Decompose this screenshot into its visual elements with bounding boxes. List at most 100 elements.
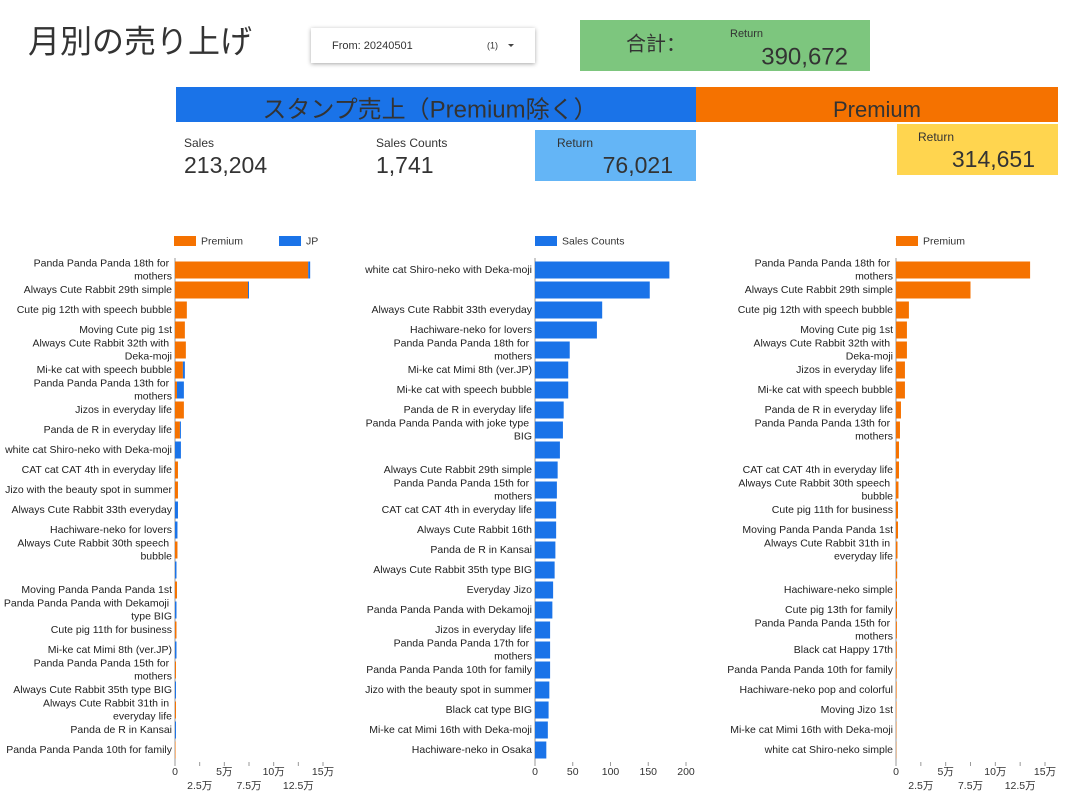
x-tick-label: 15万 bbox=[1034, 766, 1056, 778]
x-tick-label: 0 bbox=[532, 766, 538, 778]
bar bbox=[535, 561, 555, 579]
category-label: Panda Panda Panda 13th for mothers bbox=[755, 417, 893, 442]
category-label: Moving Panda Panda Panda 1st bbox=[742, 524, 893, 536]
bar bbox=[896, 461, 899, 479]
bar bbox=[535, 281, 650, 299]
category-label: Panda Panda Panda 18th for mothers bbox=[394, 337, 532, 362]
bar bbox=[535, 421, 563, 439]
x-tick-label: 50 bbox=[567, 766, 579, 778]
date-filter[interactable]: From: 20240501 (1) bbox=[311, 28, 535, 63]
bar bbox=[535, 461, 558, 479]
category-label: Always Cute Rabbit 35th type BIG bbox=[373, 564, 532, 576]
category-label: Always Cute Rabbit 16th bbox=[417, 524, 532, 536]
category-label: Panda de R in everyday life bbox=[44, 424, 173, 436]
bar bbox=[535, 721, 548, 739]
category-label: CAT cat CAT 4th in everyday life bbox=[22, 464, 173, 476]
category-label: Always Cute Rabbit 31th in everyday life bbox=[764, 537, 893, 562]
category-label: Jizo with the beauty spot in summer bbox=[5, 484, 172, 496]
kpi-value: 213,204 bbox=[184, 152, 267, 178]
bar bbox=[175, 461, 178, 479]
bar bbox=[175, 621, 177, 639]
x-tick-label: 7.5万 bbox=[236, 780, 261, 792]
category-label: Always Cute Rabbit 35th type BIG bbox=[13, 684, 172, 696]
bar bbox=[535, 681, 550, 699]
category-label: Always Cute Rabbit 30th speech bubble bbox=[738, 477, 893, 502]
category-label: Mi-ke cat Mimi 8th (ver.JP) bbox=[408, 364, 532, 376]
category-label: Panda Panda Panda 18th for mothers bbox=[755, 257, 893, 282]
x-tick-label: 0 bbox=[893, 766, 899, 778]
legend-label: Premium bbox=[201, 235, 243, 247]
bar bbox=[535, 341, 570, 359]
bar bbox=[535, 621, 551, 639]
bar bbox=[535, 601, 553, 619]
total-sublabel: Return bbox=[730, 28, 763, 40]
legend-label: Sales Counts bbox=[562, 235, 624, 247]
filter-box[interactable] bbox=[311, 28, 535, 63]
category-label: Mi-ke cat with speech bubble bbox=[758, 384, 894, 396]
legend-swatch bbox=[535, 236, 557, 246]
kpi-value: 1,741 bbox=[376, 152, 434, 178]
bar bbox=[896, 441, 899, 459]
kpi-label: Sales Counts bbox=[376, 136, 447, 150]
bar bbox=[175, 561, 177, 579]
category-label: CAT cat CAT 4th in everyday life bbox=[382, 504, 533, 516]
category-label: Jizos in everyday life bbox=[75, 404, 172, 416]
category-label: Always Cute Rabbit 32th with Deka-moji bbox=[33, 337, 172, 362]
bar bbox=[535, 661, 551, 679]
x-tick-label: 2.5万 bbox=[908, 780, 933, 792]
bar bbox=[175, 501, 178, 519]
category-label: Hachiware-neko in Osaka bbox=[412, 744, 532, 756]
section-header bbox=[696, 87, 1058, 122]
x-tick-label: 10万 bbox=[984, 766, 1006, 778]
category-label: Panda Panda Panda 13th for mothers bbox=[34, 377, 172, 402]
x-tick-label: 10万 bbox=[263, 766, 285, 778]
category-label: Always Cute Rabbit 32th with Deka-moji bbox=[754, 337, 893, 362]
bar bbox=[896, 541, 898, 559]
category-label: Always Cute Rabbit 29th simple bbox=[384, 464, 532, 476]
bar bbox=[535, 581, 554, 599]
x-tick-label: 100 bbox=[602, 766, 620, 778]
bar bbox=[896, 601, 897, 619]
bar bbox=[535, 701, 549, 719]
section-title: Premium bbox=[833, 97, 921, 122]
page-title: 月別の売り上げ bbox=[28, 23, 252, 59]
kpi-label: Sales bbox=[184, 136, 214, 150]
bar bbox=[535, 361, 569, 379]
bar bbox=[175, 401, 184, 419]
category-label: Mi-ke cat Mimi 16th with Deka-moji bbox=[730, 724, 893, 736]
bar bbox=[175, 381, 177, 399]
legend-swatch bbox=[896, 236, 918, 246]
bar bbox=[896, 321, 907, 339]
bar bbox=[535, 261, 670, 279]
bar bbox=[896, 501, 898, 519]
category-label: Mi-ke cat Mimi 16th with Deka-moji bbox=[369, 724, 532, 736]
category-label: Hachiware-neko simple bbox=[784, 584, 893, 596]
bar bbox=[896, 341, 907, 359]
bar bbox=[182, 361, 185, 379]
x-tick-label: 5万 bbox=[216, 766, 232, 778]
bar bbox=[175, 261, 309, 279]
x-tick-label: 12.5万 bbox=[1005, 780, 1036, 792]
bar bbox=[896, 401, 901, 419]
category-label: Always Cute Rabbit 33th everyday bbox=[12, 504, 173, 516]
bar bbox=[248, 281, 249, 299]
filter-count: (1) bbox=[487, 40, 498, 50]
bar bbox=[896, 381, 905, 399]
bar bbox=[175, 481, 178, 499]
category-label: Mi-ke cat with speech bubble bbox=[37, 364, 173, 376]
legend-label: Premium bbox=[923, 235, 965, 247]
bar bbox=[175, 701, 176, 719]
x-tick-label: 200 bbox=[677, 766, 695, 778]
bar bbox=[535, 541, 556, 559]
bar bbox=[175, 321, 185, 339]
category-label: white cat Shiro-neko with Deka-moji bbox=[4, 444, 172, 456]
section-title: スタンプ売上（Premium除く） bbox=[262, 96, 597, 123]
legend-label: JP bbox=[306, 235, 318, 247]
category-label: Everyday Jizo bbox=[467, 584, 533, 596]
bar bbox=[896, 301, 909, 319]
bar bbox=[175, 661, 176, 679]
bar bbox=[896, 261, 1031, 279]
bar bbox=[896, 621, 897, 639]
bar bbox=[896, 681, 897, 699]
category-label: Hachiware-neko for lovers bbox=[410, 324, 532, 336]
